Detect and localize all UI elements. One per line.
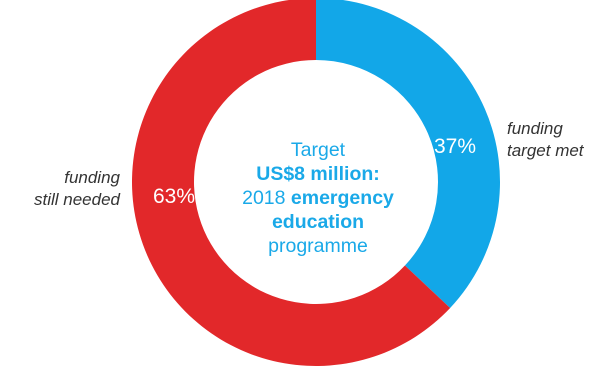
center-line-year-row: 2018 emergency [198,186,438,210]
legend-still-needed-line2: still needed [33,190,120,209]
center-line-year: 2018 [242,187,286,209]
donut-slice-still-needed [132,0,451,366]
center-line-education: education [271,211,365,233]
legend-still-needed-line1: funding [64,168,120,187]
center-line-amount: US$8 million: [256,163,380,185]
legend-target-met-line1: funding [507,119,563,138]
legend-label-target-met: funding target met [507,118,584,162]
donut-slice-target-met [316,0,500,308]
center-line-emergency: emergency [290,187,394,209]
legend-label-still-needed: funding still needed [34,167,120,211]
slice-label-needed: 63% [153,185,195,208]
legend-target-met-line2: target met [507,141,584,160]
slice-label-met: 37% [434,135,476,158]
center-caption: Target US$8 million: 2018 emergency educ… [198,138,438,258]
center-line-target: Target [290,139,346,161]
center-line-programme: programme [268,235,368,257]
